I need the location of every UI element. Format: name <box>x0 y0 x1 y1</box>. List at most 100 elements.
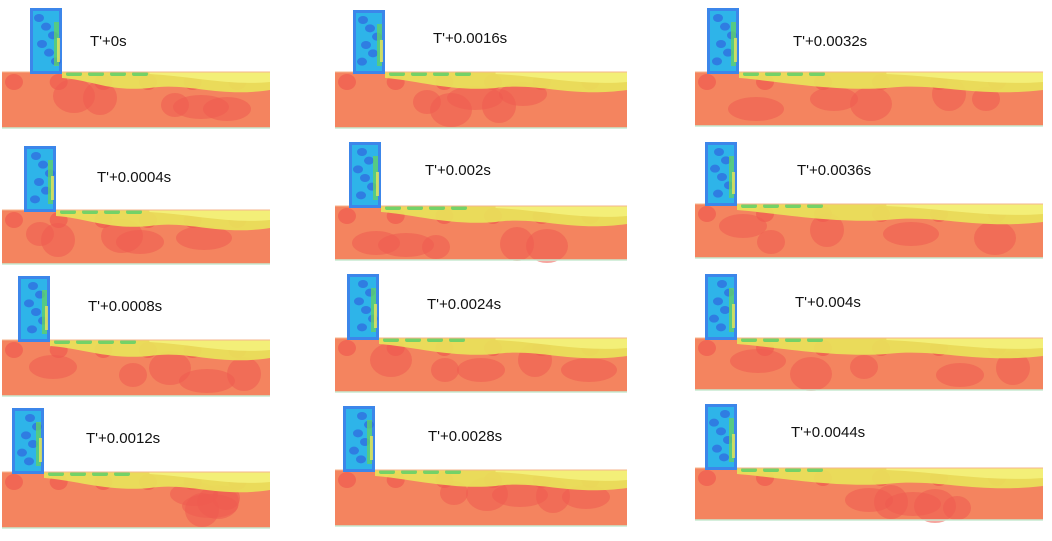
shear-streak <box>383 338 399 342</box>
time-label: T'+0.0032s <box>793 33 868 50</box>
turbulent-eddy <box>713 14 723 22</box>
turbulent-eddy <box>719 453 729 462</box>
vortex-region <box>5 342 23 358</box>
time-label: T'+0.0008s <box>88 298 163 315</box>
time-label: T'+0.0044s <box>791 424 866 441</box>
contour-plot <box>695 274 1043 391</box>
column-wall-streak <box>376 172 379 196</box>
shear-streak <box>787 72 803 76</box>
shear-streak <box>741 338 757 342</box>
high-value-region <box>179 369 235 393</box>
contour-plot <box>335 274 627 393</box>
shear-streak <box>809 72 825 76</box>
turbulent-eddy <box>21 431 31 440</box>
turbulent-eddy <box>714 148 724 156</box>
shear-streak <box>807 338 823 342</box>
high-value-region <box>499 82 547 106</box>
high-value-region <box>883 222 939 246</box>
contour-panel-5: T'+0.002s <box>335 140 695 275</box>
vortex-region <box>698 340 716 356</box>
column-wall-streak <box>734 38 737 62</box>
column-wall-streak <box>36 422 41 466</box>
vortex-region <box>338 208 356 224</box>
contour-plot <box>335 406 627 527</box>
shear-streak <box>120 340 136 344</box>
high-value-region <box>203 97 251 121</box>
contour-plot <box>2 146 270 265</box>
time-label: T'+0s <box>90 33 127 50</box>
turbulent-eddy <box>34 14 44 22</box>
shear-streak <box>389 72 405 76</box>
shear-streak <box>785 204 801 208</box>
turbulent-eddy <box>356 455 366 464</box>
column-wall-streak <box>729 156 734 198</box>
turbulent-eddy <box>353 165 363 174</box>
time-label: T'+0.004s <box>795 294 861 311</box>
column-wall-streak <box>729 288 734 332</box>
high-value-region <box>149 351 191 385</box>
mixing-layer-highlight <box>495 470 627 481</box>
shear-streak <box>401 470 417 474</box>
mixing-layer-highlight <box>495 338 627 349</box>
shear-streak <box>743 72 759 76</box>
column-wall-streak <box>42 290 47 334</box>
high-value-region <box>810 87 858 111</box>
contour-panel-1: T'+0s <box>2 6 362 141</box>
high-value-region <box>116 230 164 254</box>
turbulent-eddy <box>721 156 731 165</box>
turbulent-eddy <box>349 446 359 455</box>
turbulent-eddy <box>361 306 371 314</box>
high-value-region <box>29 355 77 379</box>
turbulent-eddy <box>717 173 727 181</box>
shear-streak <box>98 340 114 344</box>
turbulent-eddy <box>365 24 375 33</box>
vortex-region <box>5 74 23 90</box>
contour-plot <box>2 408 270 529</box>
shear-streak <box>741 204 757 208</box>
turbulent-eddy <box>712 444 722 453</box>
column-wall-streak <box>370 436 373 460</box>
turbulent-eddy <box>17 448 27 457</box>
shear-streak <box>427 338 443 342</box>
high-value-region <box>41 223 75 257</box>
mixing-layer-highlight <box>149 472 270 483</box>
turbulent-eddy <box>27 325 37 334</box>
contour-panel-12: T'+0.0044s <box>695 402 1052 537</box>
high-value-region <box>790 357 832 391</box>
contour-plot <box>335 10 627 129</box>
column-wall-streak <box>732 434 735 458</box>
mixing-layer-highlight <box>886 338 1043 349</box>
turbulent-eddy <box>28 440 38 448</box>
contour-panel-6: T'+0.0036s <box>695 140 1052 275</box>
high-value-region <box>845 488 893 512</box>
shear-streak <box>807 204 823 208</box>
turbulent-eddy <box>24 299 34 308</box>
shear-streak <box>407 206 423 210</box>
shear-streak <box>785 338 801 342</box>
turbulent-eddy <box>41 22 51 31</box>
column-wall-streak <box>51 176 54 200</box>
turbulent-eddy <box>717 280 727 288</box>
vortex-region <box>5 474 23 490</box>
turbulent-eddy <box>709 418 719 427</box>
shear-streak <box>66 72 82 76</box>
vortex-region <box>338 74 356 90</box>
column-wall-streak <box>367 420 372 464</box>
time-label: T'+0.0024s <box>427 296 502 313</box>
turbulent-eddy <box>361 41 371 49</box>
turbulent-eddy <box>368 49 378 58</box>
shear-streak <box>785 468 801 472</box>
turbulent-eddy <box>716 427 726 436</box>
turbulent-eddy <box>709 314 719 323</box>
high-value-region <box>352 231 400 255</box>
time-label: T'+0.0028s <box>428 428 503 445</box>
shear-streak <box>451 206 467 210</box>
high-value-region <box>996 351 1030 385</box>
turbulent-eddy <box>25 414 35 422</box>
turbulent-eddy <box>34 178 44 186</box>
turbulent-eddy <box>364 156 374 165</box>
high-value-region <box>850 355 878 379</box>
shear-streak <box>807 468 823 472</box>
vortex-region <box>698 206 716 222</box>
time-label: T'+0.0012s <box>86 430 161 447</box>
